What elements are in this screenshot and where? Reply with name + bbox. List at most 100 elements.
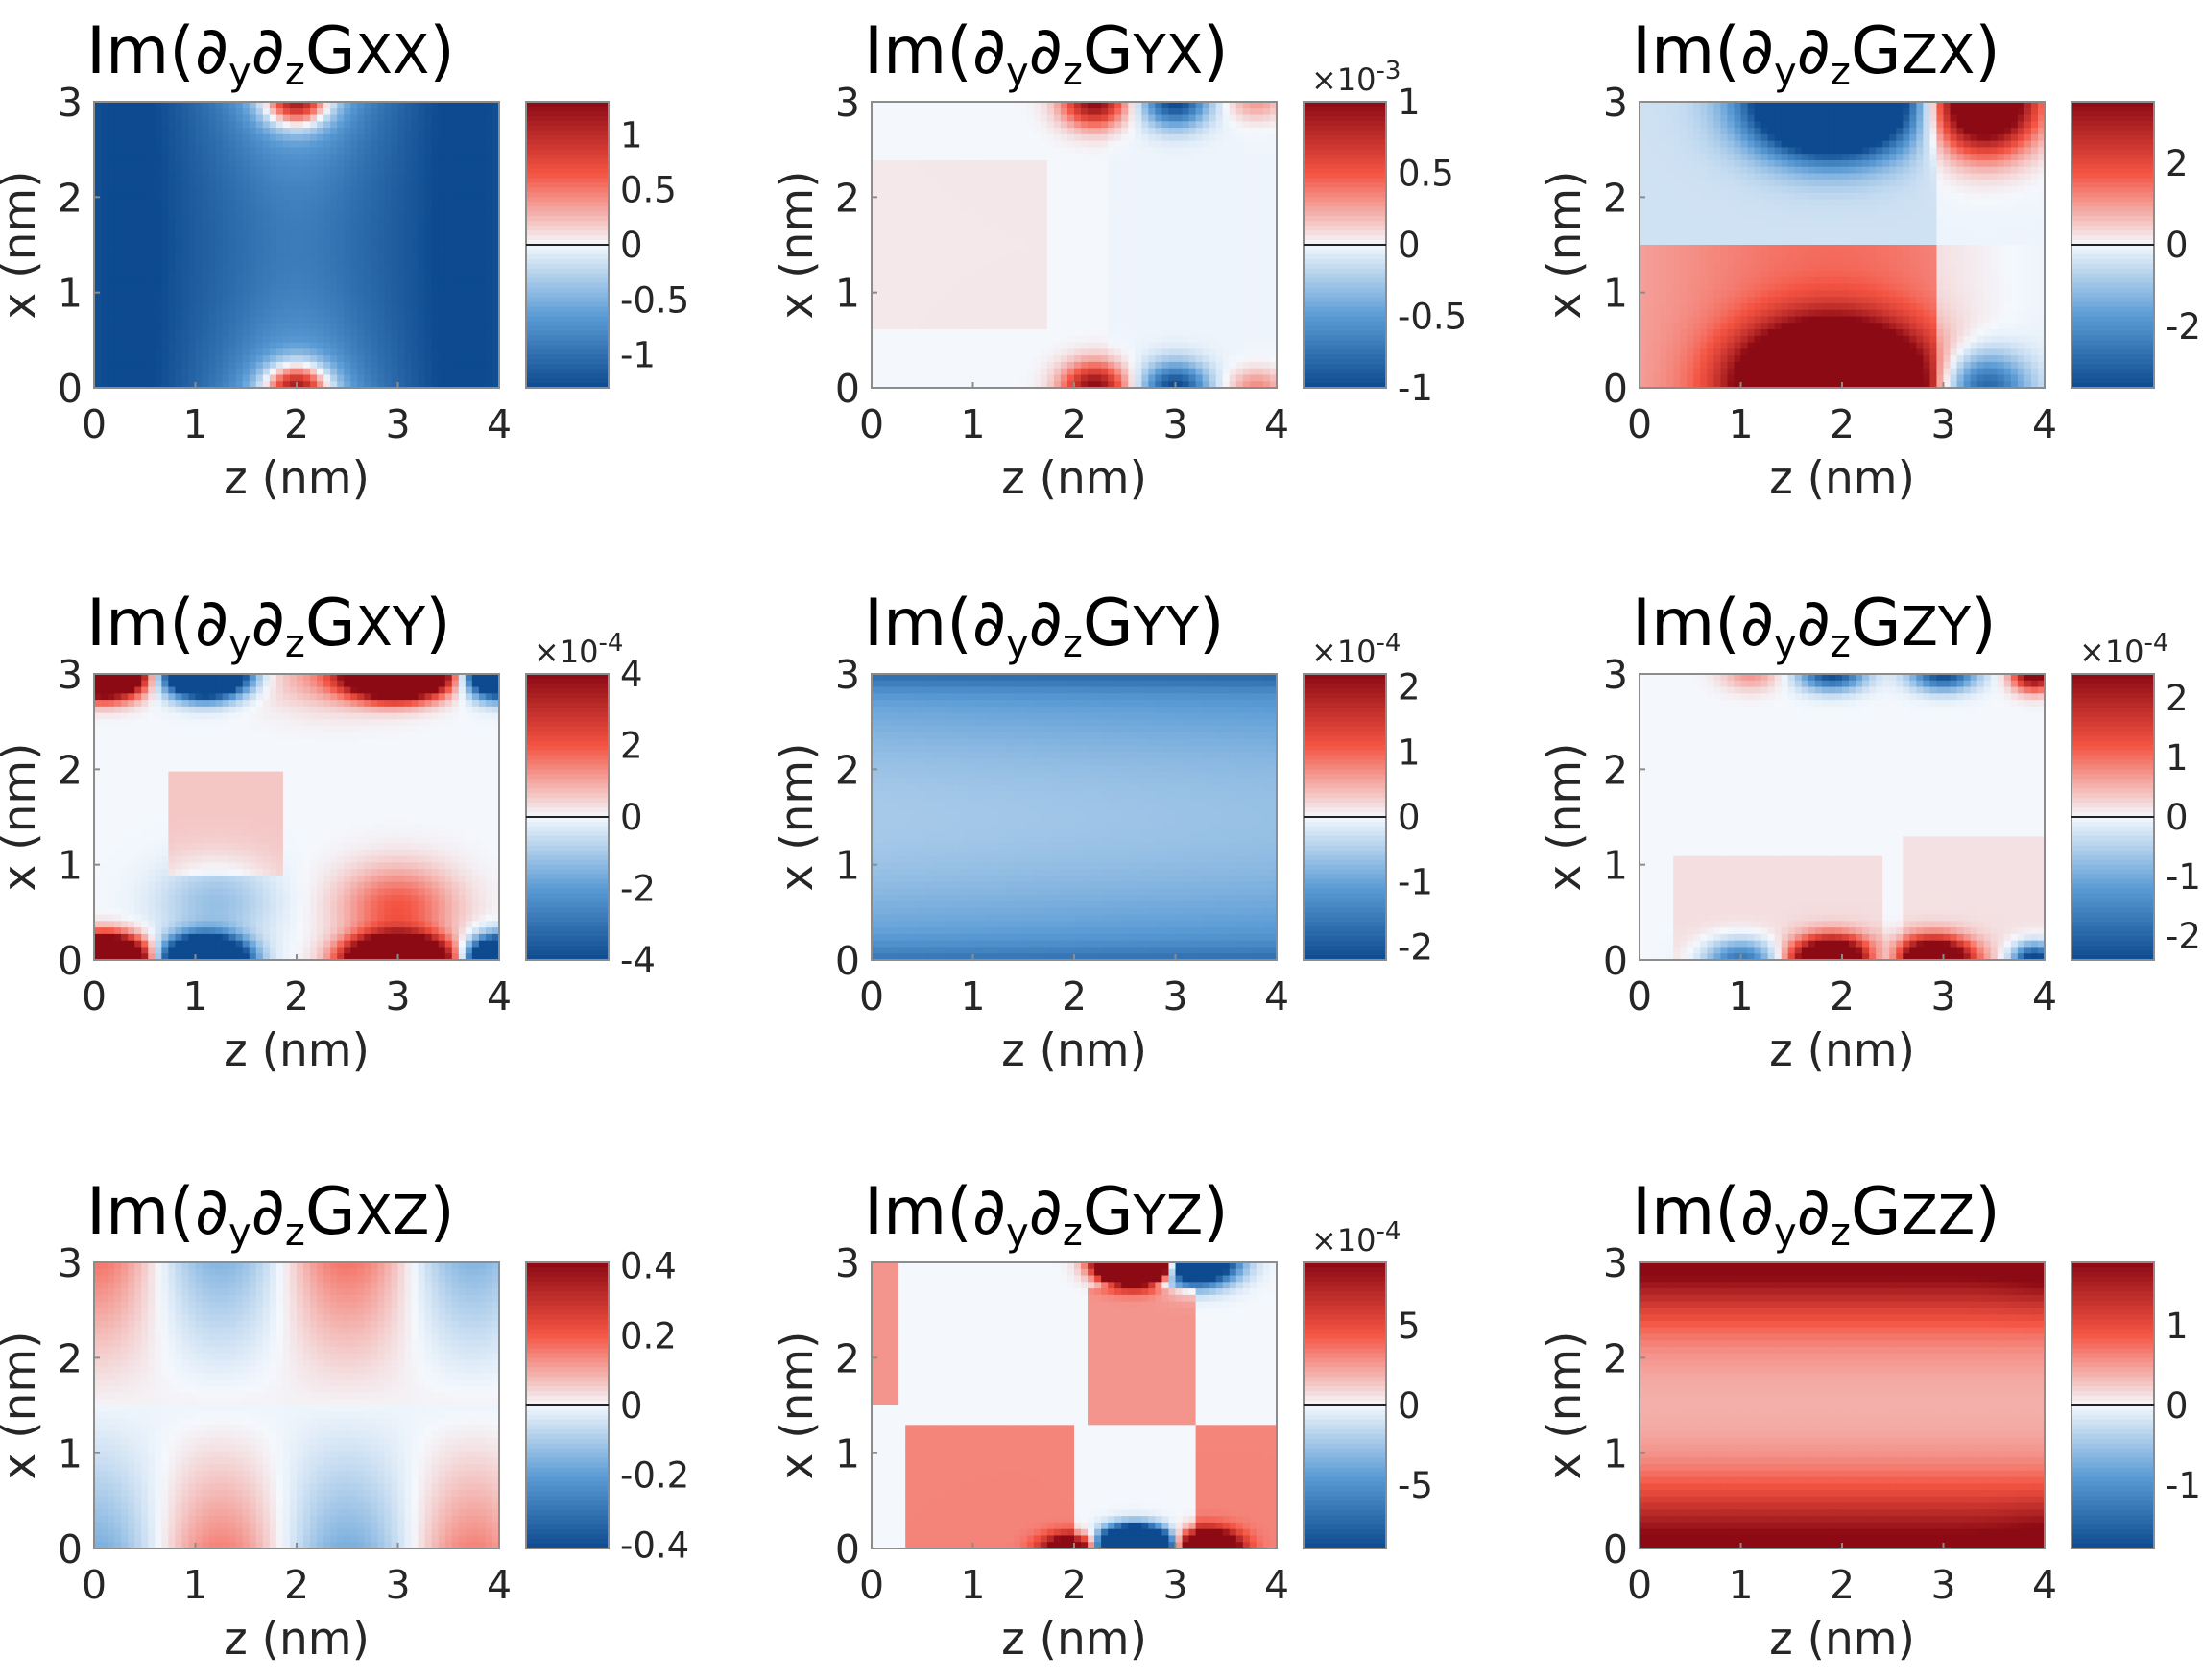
heatmap-cell — [175, 355, 183, 363]
heatmap-cell — [397, 342, 406, 349]
heatmap-cell — [323, 290, 331, 298]
heatmap-cell — [1202, 225, 1210, 233]
heatmap-cell — [275, 140, 284, 149]
heatmap-cell — [155, 154, 162, 161]
heatmap-cell — [1114, 271, 1122, 278]
heatmap-cell — [485, 251, 493, 259]
heatmap-cell — [1209, 133, 1217, 142]
heatmap-cell — [228, 302, 237, 311]
heatmap-cell — [344, 121, 351, 129]
heatmap-cell — [242, 238, 251, 246]
heatmap-cell — [1182, 309, 1190, 318]
heatmap-cell — [121, 342, 129, 349]
heatmap-cell — [1101, 186, 1109, 194]
heatmap-cell — [175, 302, 183, 311]
heatmap-cell — [249, 355, 257, 363]
heatmap-cell — [1046, 186, 1055, 194]
heatmap-cell — [297, 290, 304, 298]
heatmap-cell — [1040, 212, 1048, 220]
heatmap-cell — [946, 309, 953, 318]
heatmap-cell — [397, 114, 406, 122]
heatmap-cell — [195, 323, 204, 330]
heatmap-cell — [939, 271, 946, 278]
heatmap-cell — [404, 381, 413, 389]
heatmap-cell — [979, 290, 988, 298]
heatmap-cell — [478, 374, 487, 382]
heatmap-cell — [1195, 114, 1204, 122]
heatmap-cell — [195, 108, 204, 116]
heatmap-cell — [491, 173, 500, 180]
heatmap-cell — [1215, 108, 1224, 116]
heatmap-cell — [148, 231, 156, 239]
heatmap-cell — [465, 283, 473, 292]
heatmap-cell — [269, 309, 277, 318]
heatmap-cell — [431, 147, 440, 155]
heatmap-cell — [979, 121, 988, 129]
heatmap-cell — [1161, 342, 1170, 349]
heatmap-cell — [878, 309, 886, 318]
heatmap-cell — [919, 218, 926, 227]
heatmap-cell — [898, 192, 906, 201]
heatmap-cell — [350, 361, 358, 370]
heatmap-cell — [993, 114, 1001, 122]
heatmap-cell — [384, 381, 393, 389]
heatmap-cell — [471, 251, 480, 259]
heatmap-cell — [404, 361, 413, 370]
heatmap-cell — [418, 335, 426, 344]
heatmap-cell — [222, 297, 230, 304]
heatmap-cell — [1094, 271, 1102, 278]
heatmap-cell — [1168, 147, 1177, 155]
heatmap-cell — [1088, 205, 1095, 213]
heatmap-cell — [101, 348, 108, 356]
heatmap-cell — [993, 154, 1001, 161]
heatmap-cell — [1013, 348, 1021, 356]
heatmap-cell — [444, 316, 453, 324]
heatmap-cell — [391, 335, 399, 344]
colorbar-segment — [526, 316, 609, 323]
heatmap-cell — [438, 342, 446, 349]
heatmap-cell — [1026, 199, 1035, 206]
heatmap-cell — [485, 159, 493, 168]
heatmap-cell — [384, 316, 393, 324]
heatmap-cell — [114, 218, 122, 227]
heatmap-cell — [451, 374, 460, 382]
heatmap-cell — [424, 108, 433, 116]
heatmap-cell — [458, 381, 467, 389]
heatmap-cell — [275, 290, 284, 298]
heatmap-cell — [114, 238, 122, 246]
heatmap-cell — [344, 225, 351, 233]
heatmap-cell — [1128, 297, 1136, 304]
heatmap-cell — [323, 133, 331, 142]
heatmap-cell — [993, 212, 1001, 220]
heatmap-cell — [289, 102, 298, 109]
heatmap-cell — [1141, 121, 1149, 129]
heatmap-cell — [195, 205, 204, 213]
heatmap-cell — [128, 302, 135, 311]
heatmap-cell — [114, 342, 122, 349]
heatmap-cell — [438, 128, 446, 135]
heatmap-cell — [1148, 238, 1156, 246]
heatmap-cell — [919, 245, 926, 252]
heatmap-cell — [892, 368, 899, 376]
heatmap-cell — [959, 159, 968, 168]
heatmap-cell — [491, 166, 500, 175]
heatmap-cell — [411, 238, 419, 246]
heatmap-cell — [161, 128, 169, 135]
heatmap-cell — [1006, 114, 1015, 122]
heatmap-cell — [1081, 329, 1089, 337]
heatmap-cell — [323, 238, 331, 246]
heatmap-cell — [465, 205, 473, 213]
heatmap-cell — [195, 342, 204, 349]
heatmap-cell — [485, 316, 493, 324]
heatmap-cell — [1026, 361, 1035, 370]
heatmap-cell — [228, 225, 237, 233]
heatmap-cell — [148, 212, 156, 220]
heatmap-cell — [168, 309, 176, 318]
heatmap-cell — [411, 231, 419, 239]
heatmap-cell — [1209, 199, 1217, 206]
heatmap-cell — [1175, 245, 1184, 252]
heatmap-cell — [986, 264, 994, 272]
heatmap-cell — [128, 128, 135, 135]
heatmap-cell — [404, 133, 413, 142]
heatmap-cell — [905, 374, 913, 382]
